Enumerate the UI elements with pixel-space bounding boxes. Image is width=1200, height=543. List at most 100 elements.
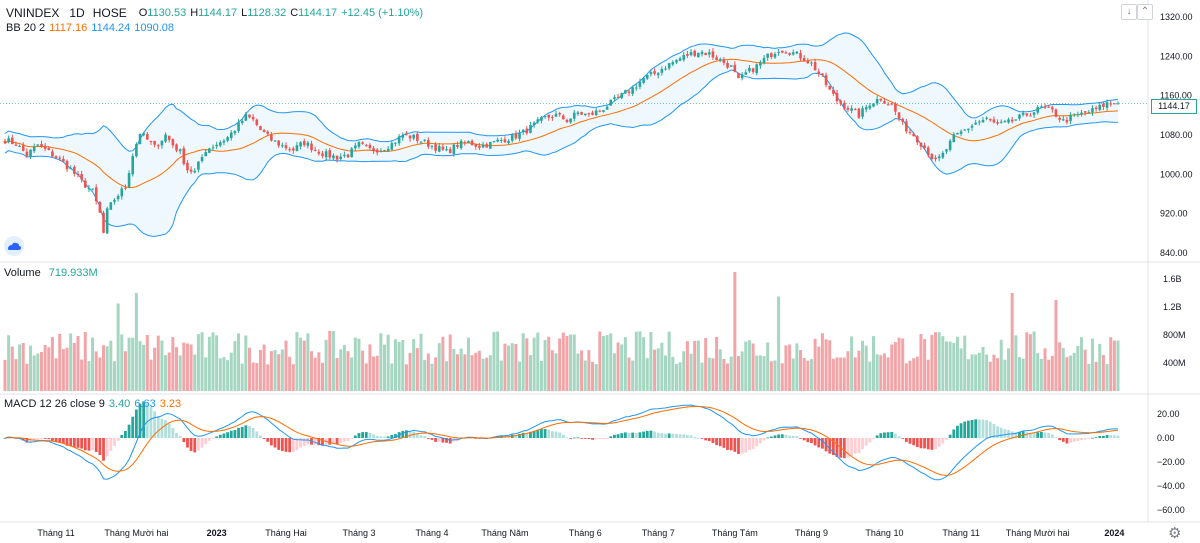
volume-bar bbox=[18, 344, 22, 391]
macd-histogram-bar bbox=[120, 435, 124, 438]
macd-histogram-bar bbox=[766, 437, 770, 439]
symbol-legend: VNINDEX 1D HOSE O 1130.53 H 1144.17 L 1128.… bbox=[6, 6, 423, 20]
volume-bar bbox=[1017, 357, 1021, 391]
volume-bar bbox=[988, 361, 992, 391]
volume-bar bbox=[784, 345, 788, 391]
volume-legend[interactable]: Volume 719.933M bbox=[4, 267, 98, 279]
volume-bar bbox=[368, 344, 372, 391]
macd-histogram-bar bbox=[284, 438, 288, 452]
candle-body bbox=[255, 119, 259, 126]
candle-body bbox=[412, 134, 416, 139]
macd-histogram-bar bbox=[69, 438, 73, 447]
interval-label[interactable]: 1D bbox=[69, 6, 85, 20]
volume-bar bbox=[61, 349, 65, 391]
candle-body bbox=[248, 114, 251, 118]
volume-bar bbox=[229, 352, 233, 391]
settings-gear-icon[interactable]: ⚙ bbox=[1168, 525, 1182, 542]
macd-histogram-bar bbox=[1010, 431, 1014, 438]
macd-legend[interactable]: MACD 12 26 close 9 3.40 6.63 3.23 bbox=[4, 398, 181, 410]
macd-histogram-bar bbox=[65, 438, 69, 446]
volume-bar bbox=[919, 334, 923, 391]
macd-histogram-bar bbox=[521, 432, 525, 438]
volume-bar bbox=[693, 340, 697, 391]
volume-bar bbox=[930, 334, 934, 391]
volume-bar bbox=[704, 338, 708, 391]
volume-bar bbox=[601, 336, 605, 391]
candle-body bbox=[638, 81, 642, 87]
candle-body bbox=[1087, 112, 1091, 114]
volume-bar bbox=[58, 333, 62, 391]
candle-body bbox=[1025, 113, 1029, 116]
candle-body bbox=[419, 141, 423, 143]
macd-histogram-bar bbox=[963, 421, 967, 438]
volume-bar bbox=[423, 359, 427, 391]
time-tick-label: Tháng 7 bbox=[642, 528, 675, 538]
candle-body bbox=[810, 62, 813, 64]
macd-histogram-bar bbox=[215, 436, 219, 438]
candle-body bbox=[565, 119, 569, 123]
volume-bar bbox=[857, 350, 861, 391]
macd-histogram-bar bbox=[656, 432, 660, 438]
volume-bar bbox=[299, 337, 303, 391]
volume-bar bbox=[116, 303, 120, 391]
macd-histogram-bar bbox=[138, 403, 142, 438]
candle-body bbox=[357, 142, 361, 147]
candle-body bbox=[894, 103, 897, 112]
volume-bar bbox=[528, 355, 532, 391]
candle-body bbox=[116, 195, 120, 200]
candle-body bbox=[489, 141, 492, 149]
macd-histogram-bar bbox=[288, 438, 292, 453]
grid bbox=[0, 0, 1200, 523]
volume-bar bbox=[1043, 348, 1047, 391]
macd-histogram-bar bbox=[251, 428, 255, 438]
symbol-name[interactable]: VNINDEX bbox=[6, 6, 60, 20]
scroll-down-icon[interactable]: ↓ bbox=[1121, 4, 1137, 20]
candle-body bbox=[496, 139, 499, 142]
volume-bar bbox=[485, 357, 489, 391]
candle-body bbox=[773, 53, 777, 58]
candle-body bbox=[755, 64, 759, 74]
volume-bar bbox=[795, 343, 799, 391]
open-value: 1130.53 bbox=[147, 7, 187, 19]
macd-histogram-bar bbox=[751, 438, 755, 450]
bb-legend[interactable]: BB 20 2 1117.16 1144.24 1090.08 bbox=[6, 22, 174, 34]
macd-histogram-bar bbox=[445, 438, 448, 443]
candle-body bbox=[824, 75, 828, 86]
macd-histogram-bar bbox=[145, 403, 149, 438]
macd-histogram-bar bbox=[164, 420, 167, 438]
price-tick-label: 1080.00 bbox=[1160, 130, 1193, 140]
volume-bar bbox=[189, 344, 193, 391]
macd-histogram-bar bbox=[748, 438, 751, 451]
chevron-up-icon[interactable]: ⌃ bbox=[1137, 4, 1153, 20]
candle-body bbox=[999, 121, 1003, 123]
volume-bar bbox=[149, 359, 153, 391]
volume-bar bbox=[196, 334, 200, 391]
price-pane bbox=[0, 32, 1148, 237]
macd-histogram-bar bbox=[259, 435, 262, 438]
macd-histogram-bar bbox=[627, 433, 631, 438]
volume-bar bbox=[182, 342, 186, 391]
volume-bar bbox=[594, 364, 598, 391]
candle-body bbox=[295, 145, 299, 152]
macd-histogram-bar bbox=[32, 438, 36, 441]
candle-body bbox=[883, 101, 886, 104]
macd-histogram-bar bbox=[375, 435, 379, 438]
candle-body bbox=[474, 144, 478, 147]
volume-bar bbox=[1028, 334, 1032, 391]
candle-body bbox=[204, 152, 208, 157]
candle-body bbox=[430, 145, 434, 147]
time-tick-label: Tháng 9 bbox=[795, 528, 828, 538]
cloud-logo-icon[interactable] bbox=[4, 236, 24, 256]
volume-bar bbox=[127, 337, 131, 391]
volume-bar bbox=[445, 361, 449, 391]
candle-body bbox=[1014, 119, 1018, 121]
bb-band-fill bbox=[5, 33, 1118, 237]
candle-body bbox=[324, 151, 328, 158]
macd-histogram-bar bbox=[758, 438, 762, 444]
candle-body bbox=[839, 100, 842, 104]
volume-bar bbox=[69, 333, 73, 391]
candle-body bbox=[562, 115, 565, 120]
candle-body bbox=[627, 91, 631, 93]
macd-histogram-bar bbox=[87, 438, 91, 451]
